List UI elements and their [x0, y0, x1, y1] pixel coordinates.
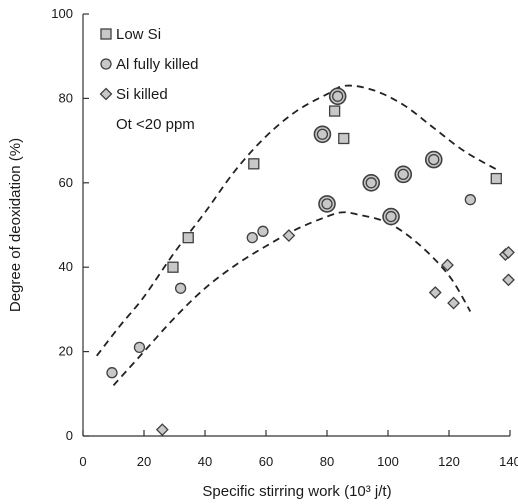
trend-curves — [96, 84, 499, 386]
circle-point — [385, 210, 397, 223]
diamond-point — [155, 423, 169, 437]
legend-label: Low Si — [116, 26, 161, 43]
circle-point — [257, 225, 269, 237]
diamond-point — [502, 246, 515, 259]
legend-label: Al fully killed — [116, 56, 199, 73]
y-tick-label: 0 — [66, 428, 73, 443]
x-tick-label: 0 — [79, 454, 86, 469]
x-axis-title: Specific stirring work (10³ j/t) — [202, 483, 391, 500]
circle-point — [316, 128, 329, 140]
y-tick-label: 80 — [59, 90, 73, 105]
legend-square-marker — [100, 28, 112, 40]
square-point — [338, 132, 350, 145]
circle-point — [174, 282, 187, 294]
circle-point — [365, 177, 377, 189]
circle-point — [106, 367, 118, 379]
square-point — [182, 232, 194, 244]
circle-point — [133, 341, 146, 354]
x-tick-label: 80 — [320, 454, 334, 469]
square-point — [490, 172, 502, 185]
x-tick-label: 60 — [259, 454, 273, 469]
legend-diamond-marker — [99, 87, 113, 101]
x-tick-label: 100 — [377, 454, 399, 469]
diamond-point — [428, 286, 442, 299]
lower-trend-curve — [112, 211, 472, 386]
diamond-point — [502, 273, 515, 287]
y-axis-title: Degree of deoxidation (%) — [7, 138, 24, 312]
y-tick-label: 20 — [59, 344, 73, 359]
circle-point — [321, 198, 333, 210]
circle-point — [246, 232, 258, 244]
upper-trend-curve — [96, 84, 499, 357]
legend-note: Ot <20 ppm — [116, 116, 195, 133]
square-point — [167, 261, 179, 273]
circle-point — [428, 153, 440, 166]
legend: Low Si Al fully killed Si killed Ot <20 ppm — [99, 26, 199, 133]
legend-label: Si killed — [116, 86, 168, 103]
data-points — [106, 87, 515, 437]
y-tick-label: 100 — [51, 6, 73, 21]
x-tick-label: 40 — [198, 454, 212, 469]
y-tick-label: 60 — [59, 175, 73, 190]
circle-point — [464, 194, 477, 206]
y-tick-label: 40 — [59, 259, 73, 274]
x-tick-label: 20 — [137, 454, 151, 469]
circle-point — [397, 168, 409, 181]
diamond-point — [282, 229, 296, 242]
x-tick-label: 120 — [438, 454, 460, 469]
square-point — [328, 105, 341, 117]
square-point — [248, 158, 260, 170]
axes: 0 20 40 60 80 100 0 20 40 60 80 100 120 140 — [51, 6, 518, 469]
diamond-point — [447, 296, 460, 310]
diamond-point — [441, 258, 454, 272]
x-tick-label: 140 — [499, 454, 518, 469]
circle-point — [332, 90, 344, 102]
legend-circle-marker — [100, 58, 112, 70]
